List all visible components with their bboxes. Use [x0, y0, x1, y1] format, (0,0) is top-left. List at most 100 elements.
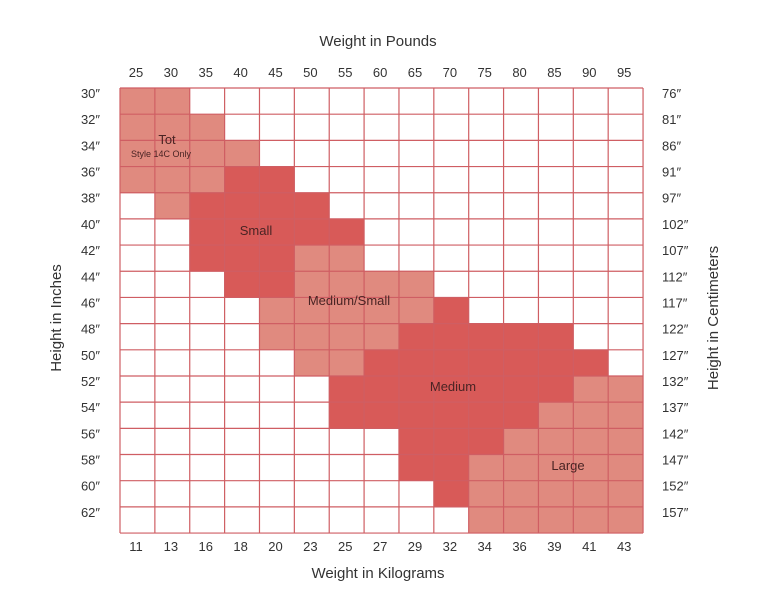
centimeter-tick-label: 132″ — [662, 374, 689, 389]
zone-note: Style 14C Only — [131, 149, 192, 159]
size-cell — [608, 454, 644, 481]
size-cell — [259, 506, 295, 534]
size-cell — [189, 88, 225, 115]
size-cell — [189, 245, 225, 272]
kilogram-tick-label: 39 — [547, 539, 561, 554]
size-cell — [433, 323, 469, 350]
kilogram-tick-label: 16 — [199, 539, 213, 554]
size-cell — [398, 245, 434, 272]
size-cell — [538, 88, 574, 115]
size-cell — [294, 349, 330, 376]
size-cell — [538, 297, 574, 324]
size-cell — [433, 166, 469, 193]
size-cell — [259, 454, 295, 481]
size-cell — [154, 166, 190, 193]
inch-tick-label: 48″ — [81, 322, 100, 337]
size-cell — [608, 218, 644, 246]
grid-lines — [119, 87, 644, 534]
size-cell — [224, 166, 260, 193]
size-cell — [294, 271, 330, 298]
size-cell — [120, 114, 155, 141]
size-cell — [224, 218, 260, 246]
size-cell — [468, 140, 504, 167]
size-cell — [364, 218, 399, 246]
size-cells — [120, 88, 644, 534]
size-cell — [608, 297, 644, 324]
size-cell — [259, 323, 295, 350]
size-cell — [398, 402, 434, 429]
size-cell — [503, 323, 539, 350]
size-cell — [503, 506, 539, 534]
size-cell — [364, 375, 399, 403]
kilogram-tick-label: 32 — [443, 539, 457, 554]
size-cell — [294, 192, 330, 219]
size-cell — [468, 349, 504, 376]
size-cell — [329, 166, 365, 193]
size-cell — [120, 375, 155, 403]
inch-tick-label: 44″ — [81, 269, 100, 284]
size-cell — [503, 454, 539, 481]
size-cell — [224, 88, 260, 115]
size-cell — [329, 140, 365, 167]
size-cell — [120, 245, 155, 272]
size-cell — [154, 506, 190, 534]
size-cell — [503, 297, 539, 324]
size-cell — [538, 375, 574, 403]
size-cell — [189, 114, 225, 141]
size-cell — [120, 349, 155, 376]
size-cell — [468, 480, 504, 507]
inch-tick-label: 32″ — [81, 112, 100, 127]
size-cell — [468, 375, 504, 403]
size-cell — [538, 271, 574, 298]
size-cell — [259, 88, 295, 115]
size-cell — [608, 428, 644, 455]
zone-label: Small — [240, 223, 273, 238]
size-cell — [468, 506, 504, 534]
inch-tick-label: 54″ — [81, 400, 100, 415]
size-cell — [120, 140, 155, 167]
pound-tick-label: 75 — [477, 65, 491, 80]
size-cell — [259, 114, 295, 141]
kilogram-tick-label: 13 — [164, 539, 178, 554]
size-cell — [120, 88, 155, 115]
size-cell — [433, 245, 469, 272]
size-cell — [573, 271, 609, 298]
size-cell — [538, 218, 574, 246]
size-cell — [468, 454, 504, 481]
size-cell — [433, 88, 469, 115]
size-cell — [294, 454, 330, 481]
size-cell — [189, 297, 225, 324]
inch-tick-label: 56″ — [81, 426, 100, 441]
size-cell — [154, 297, 190, 324]
size-cell — [259, 192, 295, 219]
size-cell — [398, 375, 434, 403]
size-cell — [224, 402, 260, 429]
size-cell — [294, 506, 330, 534]
size-cell — [259, 271, 295, 298]
pound-tick-label: 70 — [443, 65, 457, 80]
size-cell — [398, 480, 434, 507]
size-cell — [189, 428, 225, 455]
size-cell — [468, 88, 504, 115]
size-cell — [294, 375, 330, 403]
size-cell — [154, 454, 190, 481]
size-cell — [538, 349, 574, 376]
size-cell — [503, 375, 539, 403]
size-cell — [503, 166, 539, 193]
inch-tick-label: 50″ — [81, 348, 100, 363]
inch-tick-label: 58″ — [81, 453, 100, 468]
size-cell — [468, 428, 504, 455]
size-cell — [224, 428, 260, 455]
size-cell — [538, 480, 574, 507]
size-cell — [538, 192, 574, 219]
inch-tick-label: 34″ — [81, 138, 100, 153]
size-cell — [329, 454, 365, 481]
size-cell — [364, 297, 399, 324]
size-cell — [120, 402, 155, 429]
size-cell — [608, 140, 644, 167]
pound-tick-label: 80 — [512, 65, 526, 80]
inch-tick-label: 36″ — [81, 165, 100, 180]
size-cell — [154, 428, 190, 455]
size-cell — [120, 506, 155, 534]
